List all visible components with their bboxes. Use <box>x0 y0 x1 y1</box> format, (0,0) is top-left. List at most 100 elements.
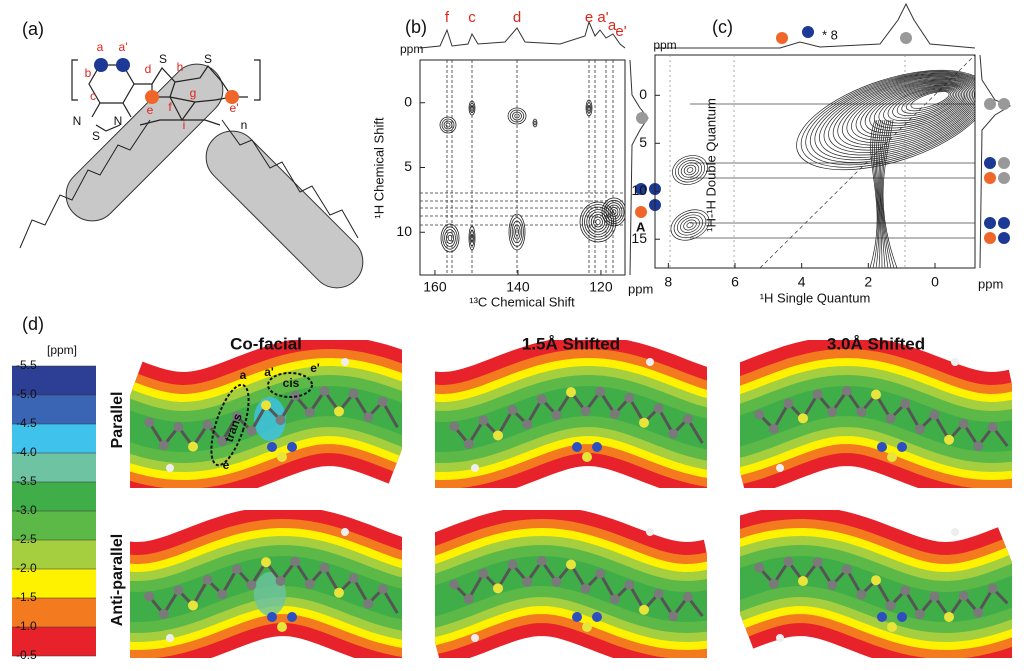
contour <box>593 216 603 228</box>
atom <box>624 392 635 403</box>
atom <box>463 439 474 450</box>
contour <box>883 86 959 124</box>
atom-label: n <box>241 118 248 132</box>
column-title: 3.0Å Shifted <box>827 334 925 353</box>
atom <box>871 575 881 586</box>
atom <box>202 419 213 430</box>
atom <box>572 442 582 452</box>
contour <box>586 102 592 114</box>
contour <box>595 219 601 225</box>
contour <box>823 75 975 156</box>
contour <box>880 119 889 268</box>
atom <box>768 423 779 434</box>
atom-label: e' <box>230 101 239 115</box>
shift-band <box>740 555 1012 623</box>
projection-trace <box>655 2 976 49</box>
panel-label: (c) <box>712 17 733 37</box>
atom-label: a' <box>119 40 128 54</box>
molecule-dots <box>94 58 239 104</box>
unit-label: [ppm] <box>47 343 77 357</box>
atom <box>783 556 794 567</box>
atom <box>377 583 388 594</box>
column-title: Co-facial <box>230 334 302 353</box>
colorbar-label: -1.0 <box>16 619 37 633</box>
contour <box>587 104 591 112</box>
contour <box>828 75 975 153</box>
shift-map <box>435 510 707 658</box>
colorbar-segment <box>12 540 96 569</box>
colorbar-label: -4.0 <box>16 445 37 459</box>
atom <box>897 442 907 452</box>
atom <box>188 441 198 452</box>
contour <box>514 113 520 119</box>
atom <box>609 408 620 419</box>
peak-label: e <box>585 9 593 26</box>
atom <box>217 436 228 447</box>
contour <box>470 105 474 111</box>
contour <box>468 225 476 251</box>
contour <box>513 224 521 240</box>
atom-label: S <box>204 52 212 66</box>
contour <box>877 119 884 268</box>
atom <box>231 564 242 575</box>
unit-label: ppm <box>978 276 1003 291</box>
atom <box>275 415 286 426</box>
plot-frame-b <box>419 59 626 276</box>
dot <box>636 112 648 124</box>
atom <box>507 559 518 570</box>
column-title: 1.5Å Shifted <box>522 334 620 353</box>
colorbar-label: -2.0 <box>16 561 37 575</box>
atom <box>595 568 606 579</box>
contour <box>677 159 703 181</box>
contour <box>878 119 886 268</box>
contour <box>673 211 707 239</box>
peak-label: a <box>608 17 617 34</box>
colorbar-segment <box>12 366 96 395</box>
atom <box>493 430 503 441</box>
atom <box>341 528 349 536</box>
atom <box>653 588 664 599</box>
contour <box>680 162 700 178</box>
atom <box>682 413 693 424</box>
atom <box>507 404 518 415</box>
atom <box>973 441 984 452</box>
shift-map <box>130 340 402 488</box>
contour <box>605 202 623 222</box>
atom <box>682 591 693 602</box>
atom <box>363 598 374 609</box>
contours-b <box>420 60 625 275</box>
atom <box>885 413 896 424</box>
contour <box>469 229 475 247</box>
contour <box>533 120 537 126</box>
atom <box>914 424 925 435</box>
atom <box>776 464 784 472</box>
colorbar-label: -1.5 <box>16 590 37 604</box>
atom <box>363 412 374 423</box>
contour <box>887 87 958 121</box>
atom <box>754 562 765 573</box>
y-tick-label: 10 <box>396 223 412 239</box>
atom-label: N <box>114 114 123 128</box>
atom <box>566 387 576 398</box>
contour <box>805 71 975 166</box>
atom <box>277 452 287 462</box>
contour <box>872 119 879 268</box>
atom-label: e <box>147 103 154 117</box>
contour <box>579 201 617 243</box>
atom <box>897 612 907 622</box>
atom <box>188 600 198 611</box>
y-tick-label: 10 <box>631 182 647 198</box>
atom <box>754 409 765 420</box>
axis-label: ¹³C Chemical Shift <box>469 294 575 309</box>
contour <box>881 119 895 268</box>
contour <box>851 80 970 141</box>
annotation: e <box>223 458 230 472</box>
contour <box>683 219 697 231</box>
atom-label: g <box>190 86 197 100</box>
x-tick-label: 4 <box>798 274 806 290</box>
atom <box>646 528 654 536</box>
colorbar-label: -3.5 <box>16 474 37 488</box>
atom <box>812 557 823 568</box>
atom <box>449 421 460 432</box>
